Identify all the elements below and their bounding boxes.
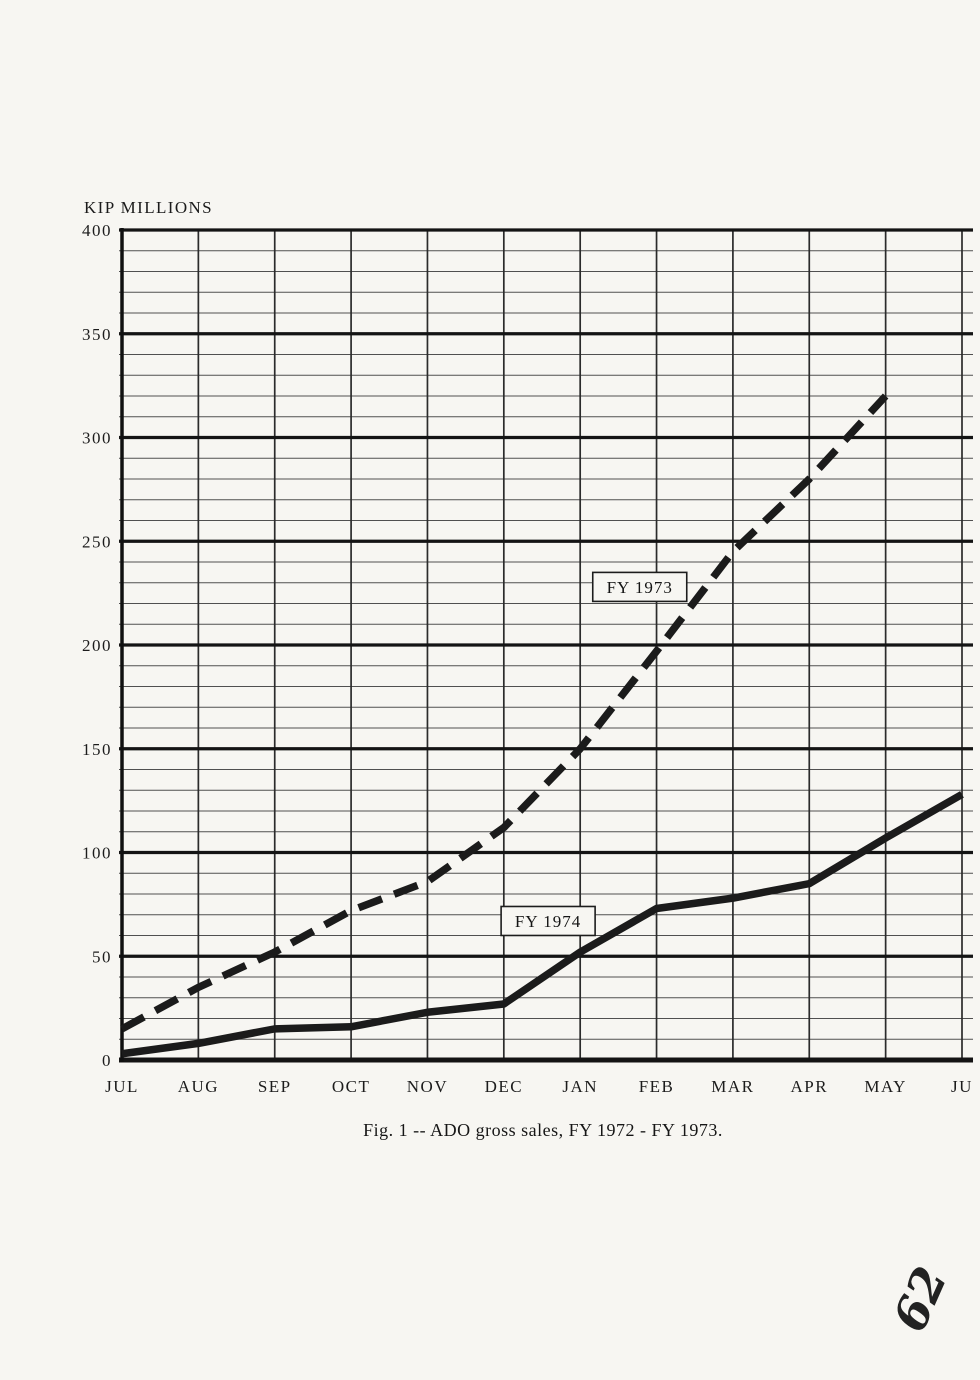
x-tick-label: JAN: [562, 1077, 598, 1096]
x-tick-label: MAY: [864, 1077, 907, 1096]
x-tick-label: FEB: [639, 1077, 675, 1096]
y-tick-label: 200: [82, 636, 112, 655]
y-tick-label: 250: [82, 532, 112, 551]
x-tick-label: APR: [790, 1077, 828, 1096]
x-tick-label: SEP: [258, 1077, 292, 1096]
x-tick-label: JUL: [105, 1077, 139, 1096]
x-tick-label: NOV: [407, 1077, 448, 1096]
y-tick-label: 0: [102, 1051, 112, 1070]
series-label: FY 1973: [607, 578, 673, 597]
x-tick-label: MAR: [711, 1077, 754, 1096]
series-label-box: [500, 905, 596, 937]
series-label-box: [591, 571, 688, 603]
y-tick-label: 350: [82, 325, 112, 344]
y-tick-label: 100: [82, 844, 112, 863]
series-line-fy-1974: [121, 791, 964, 1058]
series-line-fy-1973: [120, 393, 889, 1033]
x-tick-label: AUG: [178, 1077, 219, 1096]
figure-caption: Fig. 1 -- ADO gross sales, FY 1972 - FY …: [363, 1120, 723, 1140]
y-tick-label: 400: [82, 221, 112, 240]
y-tick-label: 50: [92, 947, 112, 966]
y-tick-label: 150: [82, 740, 112, 759]
y-tick-label: 300: [82, 429, 112, 448]
x-tick-label: DEC: [485, 1077, 524, 1096]
x-tick-label: JU: [951, 1077, 973, 1096]
y-axis-title: KIP MILLIONS: [84, 198, 214, 217]
series-label: FY 1974: [515, 912, 581, 931]
x-tick-label: OCT: [332, 1077, 371, 1096]
